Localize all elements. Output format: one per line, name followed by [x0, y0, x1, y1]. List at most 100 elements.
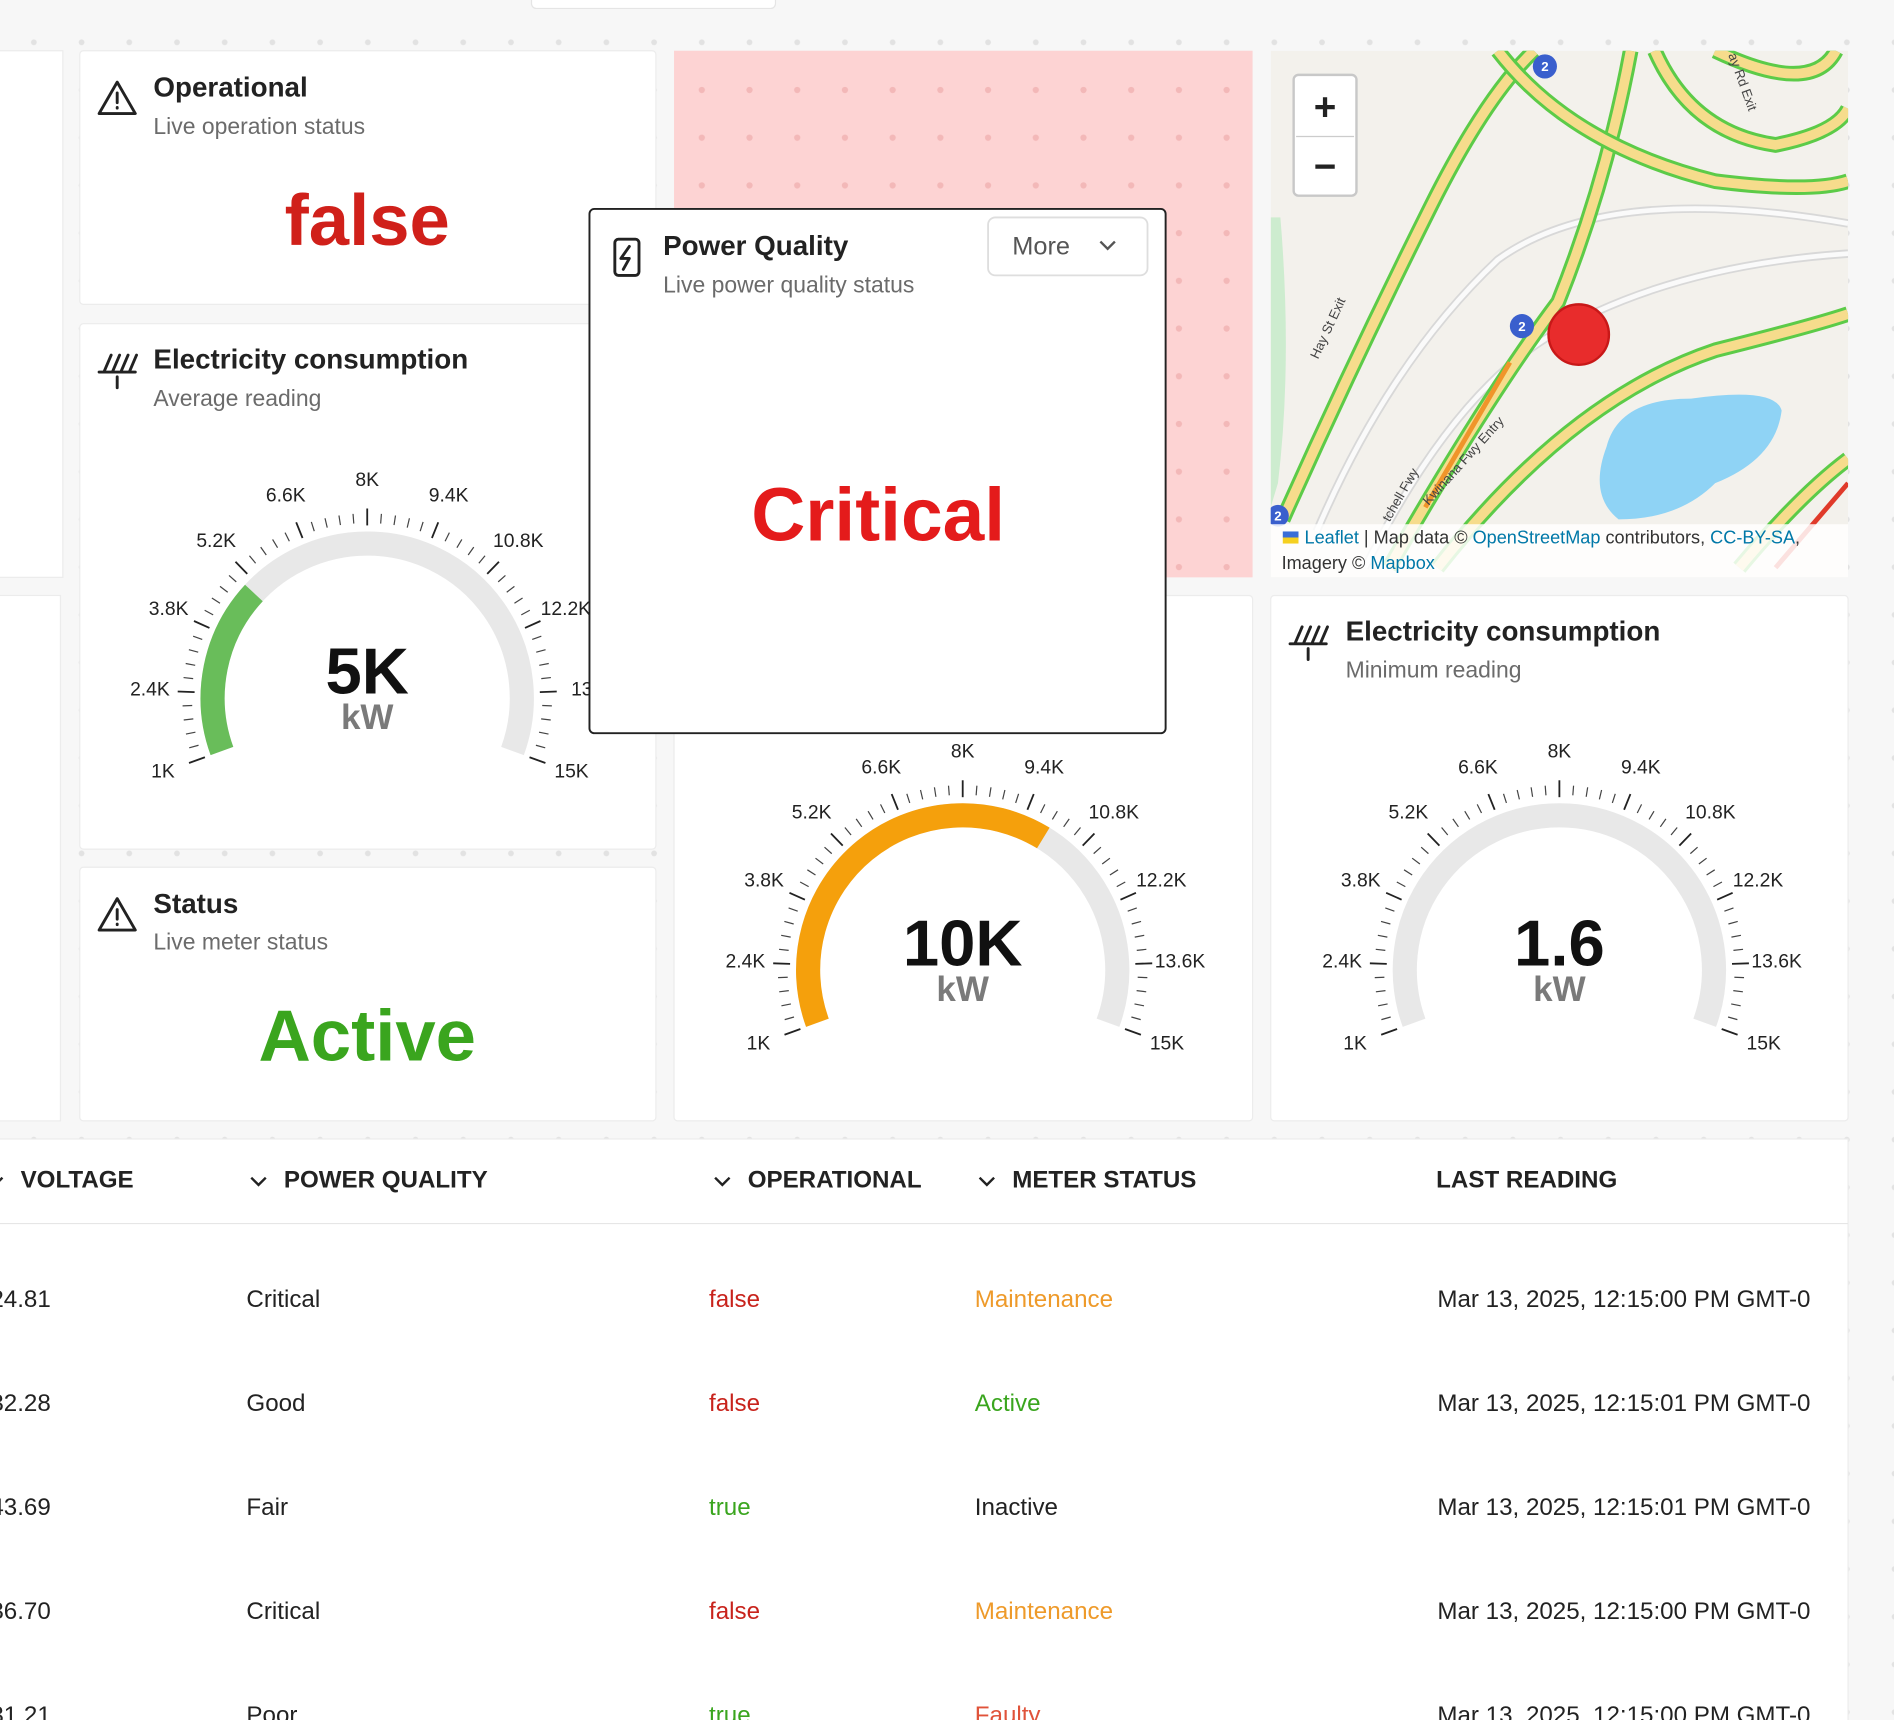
- attribution-link[interactable]: CC-BY-SA: [1710, 527, 1796, 547]
- more-button[interactable]: [987, 216, 1149, 277]
- gauge-tick-label: 2.4K: [726, 951, 766, 972]
- gauge-minor-tick: [1441, 827, 1449, 836]
- lake: [1599, 394, 1782, 520]
- partial-card: [0, 50, 64, 578]
- park: [1270, 217, 1286, 508]
- gauge-minor-tick: [478, 555, 486, 564]
- gauge-minor-tick: [185, 731, 196, 735]
- gauge-minor-tick: [781, 1003, 792, 1007]
- gauge-tick: [1124, 1028, 1142, 1036]
- gauge-minor-tick: [1659, 818, 1667, 828]
- gauge-minor-tick: [1420, 846, 1429, 855]
- gauge-tick-label: 3.8K: [149, 599, 189, 620]
- table-cell: Mar 13, 2025, 12:15:01 PM GMT-0: [1437, 1390, 1810, 1417]
- gauge-minor-tick: [192, 635, 203, 640]
- column-header[interactable]: POWER QUALITY: [284, 1167, 488, 1194]
- gauge-minor-tick: [1136, 948, 1147, 951]
- attribution-link[interactable]: Leaflet: [1305, 527, 1359, 547]
- attribution-link[interactable]: Mapbox: [1370, 553, 1434, 573]
- gauge-minor-tick: [538, 731, 549, 735]
- table-cell: Mar 13, 2025, 12:15:01 PM GMT-0: [1437, 1494, 1810, 1521]
- gauge-minor-tick: [947, 785, 950, 796]
- power-icon-bolt: [619, 244, 631, 271]
- gauge-tick: [1427, 832, 1441, 847]
- column-header[interactable]: METER STATUS: [1012, 1167, 1196, 1194]
- sort-chevron: [978, 1176, 995, 1187]
- table-cell: true: [709, 1702, 751, 1720]
- gauge-minor-tick: [1381, 1016, 1391, 1021]
- gauge-minor-tick: [1396, 881, 1406, 888]
- flag-icon: [1282, 537, 1299, 544]
- gauge-minor-tick: [393, 515, 397, 526]
- gauge-minor-tick: [807, 869, 816, 876]
- gauge-minor-tick: [1015, 793, 1020, 804]
- zoom-in[interactable]: +: [1314, 86, 1337, 129]
- consumption-card: Electricity consumption Average reading …: [79, 323, 657, 850]
- zoom-out[interactable]: −: [1314, 145, 1337, 188]
- gauge-minor-tick: [520, 609, 531, 616]
- congestion: [1423, 361, 1512, 509]
- gauge-minor-tick: [188, 649, 199, 653]
- gauge-minor-tick: [248, 555, 257, 564]
- gauge-minor-tick: [1502, 793, 1508, 804]
- gauge-minor-tick: [784, 920, 794, 925]
- table-cell: 36.70: [0, 1598, 51, 1625]
- shield: 2: [1532, 54, 1557, 79]
- sort-chevron: [714, 1176, 731, 1187]
- gauge-tick-label: 9.4K: [1024, 757, 1064, 778]
- warning-icon: [97, 80, 137, 115]
- card: [79, 50, 657, 305]
- table-cell: Critical: [246, 1598, 320, 1625]
- gauge-minor-tick: [1377, 934, 1388, 938]
- gauge-minor-tick: [272, 539, 279, 549]
- shield: 2: [1509, 314, 1535, 339]
- gauge-tick-label: 9.4K: [429, 486, 469, 507]
- gauge-value-arc: [200, 584, 263, 756]
- gauge-minor-tick: [380, 513, 383, 524]
- gauge-minor-tick: [1101, 857, 1111, 865]
- gauge-tick-label: 10.8K: [1088, 803, 1139, 824]
- table-cell: 43.69: [0, 1494, 51, 1521]
- gauge-tick-label: 1K: [747, 1033, 771, 1054]
- gauge-tick: [890, 793, 899, 811]
- card-title: Electricity consumption: [1346, 615, 1661, 646]
- table-cell: false: [709, 1390, 760, 1417]
- more-label[interactable]: More: [1012, 232, 1070, 260]
- gauge-minor-tick: [204, 609, 214, 616]
- gauge-minor-tick: [310, 521, 315, 532]
- attribution-link[interactable]: OpenStreetMap: [1473, 527, 1601, 547]
- gauge-minor-tick: [211, 597, 221, 604]
- gauge-minor-tick: [338, 515, 342, 526]
- gauge-minor-tick: [1572, 785, 1575, 796]
- gauge-minor-tick: [784, 1016, 795, 1021]
- gauge-minor-tick: [506, 585, 515, 593]
- table-cell: Faulty: [975, 1702, 1042, 1720]
- power-icon: [613, 237, 641, 277]
- gauge-tick-label: 8K: [951, 742, 975, 763]
- gauge-minor-tick: [1377, 1003, 1388, 1007]
- gauge-minor-tick: [1109, 869, 1119, 876]
- gauge-minor-tick: [1598, 789, 1603, 800]
- attribution-text: Imagery ©: [1282, 553, 1371, 573]
- table-cell: Mar 13, 2025, 12:15:00 PM GMT-0: [1437, 1286, 1810, 1313]
- gauge-minor-tick: [799, 881, 809, 888]
- gauge-minor-tick: [919, 789, 924, 800]
- gauge-minor-tick: [456, 539, 463, 549]
- gauge-minor-tick: [1411, 857, 1421, 865]
- attribution-text: ,: [1795, 527, 1800, 547]
- table-cell: Poor: [246, 1702, 297, 1720]
- gauge-tick-label: 6.6K: [861, 757, 901, 778]
- location-marker[interactable]: [1547, 303, 1611, 366]
- gauge-tick: [1623, 793, 1632, 811]
- gauge-tick: [234, 561, 248, 575]
- column-header[interactable]: OPERATIONAL: [748, 1167, 922, 1194]
- partial-card: [0, 594, 62, 1122]
- gauge-minor-tick: [1131, 920, 1142, 925]
- column-header[interactable]: LAST READING: [1436, 1167, 1617, 1194]
- gauge-minor-tick: [514, 597, 523, 604]
- gauge-minor-tick: [1727, 1016, 1738, 1021]
- gauge-value-arc: [796, 803, 1050, 1027]
- card-title: Power Quality: [663, 230, 849, 261]
- column-header[interactable]: VOLTAGE: [21, 1167, 134, 1194]
